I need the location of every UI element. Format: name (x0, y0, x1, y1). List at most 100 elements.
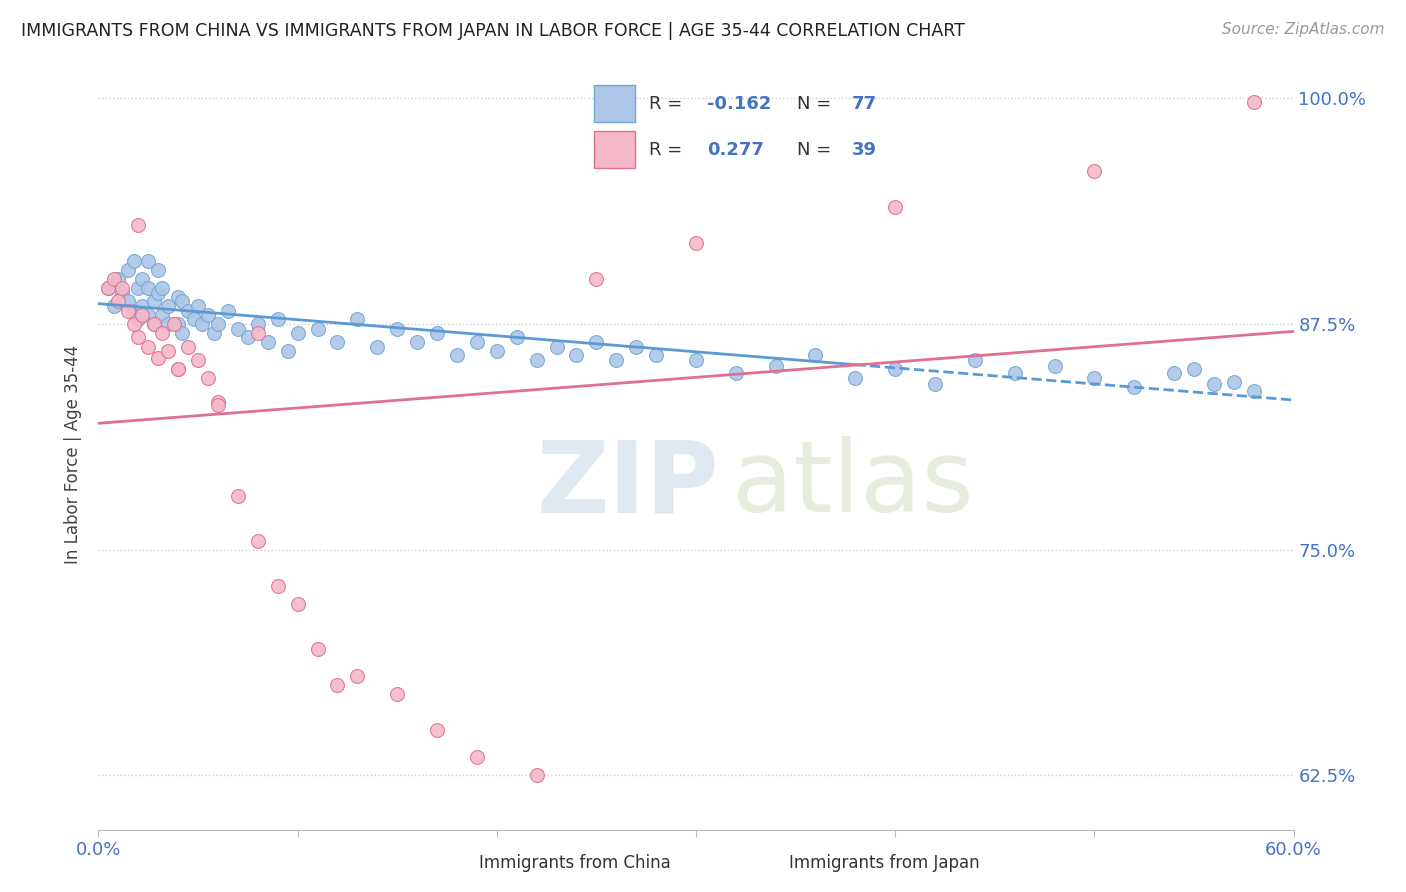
Point (426, 326, 449, 340)
Point (148, 351, 170, 366)
Point (127, 281, 149, 295)
Point (585, 334, 607, 349)
Text: 39: 39 (852, 141, 877, 159)
Text: Immigrants from Japan: Immigrants from Japan (789, 854, 980, 871)
Text: Source: ZipAtlas.com: Source: ZipAtlas.com (1222, 22, 1385, 37)
Point (1083, 371, 1105, 385)
Point (287, 326, 309, 340)
Point (187, 299, 209, 313)
Text: R =: R = (650, 95, 688, 112)
Point (131, 272, 153, 286)
FancyBboxPatch shape (593, 131, 636, 168)
Point (924, 376, 946, 391)
Point (326, 334, 349, 349)
Text: N =: N = (797, 141, 837, 159)
Point (124, 304, 146, 318)
Text: 0.277: 0.277 (707, 141, 765, 159)
Point (217, 304, 239, 318)
Point (277, 344, 299, 359)
Point (226, 489, 249, 503)
Point (157, 299, 180, 313)
Point (246, 317, 269, 331)
Point (207, 317, 229, 331)
Point (884, 200, 907, 214)
Point (626, 341, 648, 355)
Point (117, 263, 139, 277)
Point (1043, 359, 1066, 373)
Point (1243, 384, 1265, 398)
Point (485, 344, 508, 359)
Point (143, 293, 166, 308)
Point (385, 687, 409, 701)
Point (167, 362, 190, 376)
Point (765, 359, 787, 373)
Point (202, 326, 225, 340)
Point (136, 308, 159, 322)
Point (124, 317, 146, 331)
Point (685, 235, 707, 250)
FancyBboxPatch shape (593, 85, 636, 122)
Point (526, 768, 548, 782)
Point (136, 253, 159, 268)
Point (307, 322, 329, 336)
Point (97, 281, 120, 295)
Point (605, 353, 627, 368)
Point (326, 678, 349, 692)
Text: atlas: atlas (733, 436, 973, 533)
Point (844, 371, 866, 385)
Point (1004, 366, 1026, 380)
Point (307, 642, 329, 657)
Text: IMMIGRANTS FROM CHINA VS IMMIGRANTS FROM JAPAN IN LABOR FORCE | AGE 35-44 CORREL: IMMIGRANTS FROM CHINA VS IMMIGRANTS FROM… (21, 22, 965, 40)
Point (150, 308, 173, 322)
Point (256, 334, 278, 349)
Point (148, 286, 170, 301)
Point (446, 348, 468, 362)
Point (97, 281, 120, 295)
Point (111, 286, 134, 301)
Point (267, 311, 290, 326)
Point (187, 353, 209, 368)
Point (143, 317, 166, 331)
Point (127, 218, 149, 232)
Point (131, 308, 153, 322)
Point (177, 341, 200, 355)
Point (197, 308, 219, 322)
Point (1243, 95, 1265, 109)
Point (366, 341, 388, 355)
Point (246, 326, 269, 340)
Point (117, 304, 139, 318)
Point (157, 317, 180, 331)
Point (426, 723, 449, 738)
Point (346, 311, 368, 326)
Point (267, 579, 290, 593)
Point (1083, 163, 1105, 178)
Text: 77: 77 (852, 95, 877, 112)
Point (172, 326, 194, 340)
Point (645, 348, 668, 362)
Point (136, 281, 159, 295)
Point (685, 353, 707, 368)
Point (124, 253, 146, 268)
Point (1182, 362, 1205, 376)
Point (150, 281, 173, 295)
Point (143, 317, 166, 331)
Point (506, 329, 529, 343)
Point (724, 366, 747, 380)
Point (163, 317, 186, 331)
Point (111, 281, 134, 295)
Point (1123, 380, 1146, 394)
Point (884, 362, 907, 376)
Point (346, 669, 368, 683)
Point (157, 344, 180, 359)
Point (287, 597, 309, 611)
Point (167, 290, 190, 304)
Point (197, 371, 219, 385)
Point (127, 329, 149, 343)
Text: Immigrants from China: Immigrants from China (479, 854, 671, 871)
Text: N =: N = (797, 95, 837, 112)
Point (546, 341, 568, 355)
Point (385, 322, 409, 336)
Point (150, 326, 173, 340)
Point (191, 317, 214, 331)
Point (103, 299, 125, 313)
